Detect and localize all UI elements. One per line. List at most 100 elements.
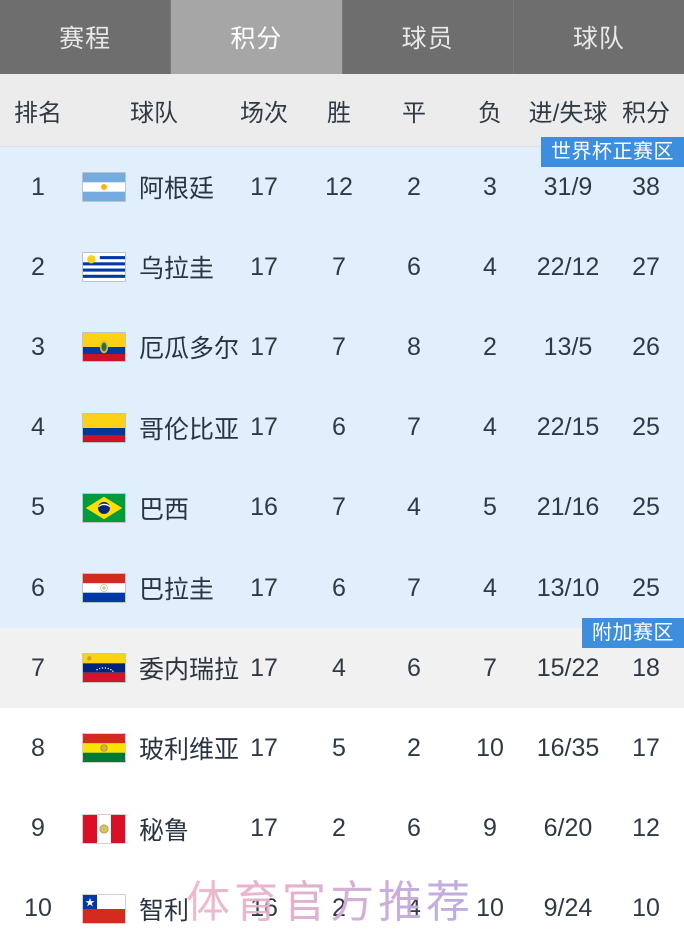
team-name: 智利 — [139, 896, 190, 925]
cell-team: 委内瑞拉 — [76, 650, 239, 686]
table-row[interactable]: 7 委内瑞拉 17 4 6 7 15/22 18 附加赛区 — [0, 618, 684, 709]
cell-team: 阿根廷 — [76, 169, 226, 205]
table-row[interactable]: 6 巴拉圭 17 6 7 4 13/10 25 — [0, 547, 684, 629]
cell-rank: 8 — [31, 733, 45, 762]
cell-win: 7 — [332, 493, 346, 522]
tab-label: 球队 — [572, 25, 625, 53]
team-name: 秘鲁 — [139, 816, 190, 845]
cell-win: 7 — [332, 252, 346, 281]
cell-points: 27 — [632, 252, 660, 281]
cell-win: 12 — [325, 172, 353, 201]
table-row[interactable]: 8 玻利维亚 17 5 2 10 16/35 17 — [0, 708, 684, 789]
cell-loss: 5 — [483, 493, 497, 522]
cell-loss: 4 — [483, 252, 497, 281]
standings-table-body: 1 阿根廷 17 12 2 3 31/9 38 世界杯正赛区 2 乌拉圭 17 7 6 4 22/12 27 3 厄… — [0, 137, 684, 949]
cell-played: 17 — [250, 573, 278, 602]
cell-rank: 5 — [31, 493, 45, 522]
table-row[interactable]: 4 哥伦比亚 17 6 7 4 22/15 25 — [0, 387, 684, 468]
flag-icon-colombia — [82, 412, 126, 443]
flag-icon-venezuela — [82, 653, 126, 684]
team-name: 委内瑞拉 — [139, 656, 240, 685]
cell-draw: 6 — [407, 252, 421, 281]
flag-icon-ecuador — [82, 332, 126, 363]
cell-goals: 13/5 — [543, 332, 593, 361]
table-row[interactable]: 10 智利 16 2 4 10 9/24 10 — [0, 868, 684, 949]
cell-played: 17 — [250, 332, 278, 361]
cell-goals: 22/15 — [536, 413, 600, 442]
cell-win: 2 — [332, 814, 346, 843]
cell-goals: 21/16 — [536, 493, 600, 522]
tab-schedule[interactable]: 赛程 — [0, 0, 172, 74]
team-name: 厄瓜多尔 — [139, 335, 240, 364]
cell-played: 17 — [250, 413, 278, 442]
cell-goals: 16/35 — [536, 733, 600, 762]
cell-draw: 4 — [407, 894, 421, 923]
cell-points: 12 — [632, 814, 660, 843]
cell-draw: 7 — [407, 413, 421, 442]
column-header-played: 场次 — [240, 99, 288, 127]
cell-played: 17 — [250, 814, 278, 843]
flag-icon-brazil — [82, 492, 126, 523]
standings-table-header: 排名 球队 场次 胜 平 负 进/失球 积分 — [0, 74, 684, 147]
flag-icon-peru — [82, 813, 126, 844]
cell-loss: 4 — [483, 573, 497, 602]
cell-draw: 8 — [407, 332, 421, 361]
tab-teams[interactable]: 球队 — [513, 0, 684, 74]
cell-team: 乌拉圭 — [76, 249, 226, 285]
table-row[interactable]: 3 厄瓜多尔 17 7 8 2 13/5 26 — [0, 307, 684, 388]
team-name: 乌拉圭 — [139, 255, 215, 284]
cell-played: 16 — [250, 493, 278, 522]
cell-goals: 22/12 — [536, 252, 600, 281]
flag-icon-argentina — [82, 172, 126, 203]
table-row[interactable]: 1 阿根廷 17 12 2 3 31/9 38 世界杯正赛区 — [0, 137, 684, 228]
cell-draw: 4 — [407, 493, 421, 522]
cell-played: 16 — [250, 894, 278, 923]
cell-win: 6 — [332, 413, 346, 442]
column-header-team: 球队 — [130, 99, 178, 127]
cell-goals: 9/24 — [543, 894, 593, 923]
team-name: 哥伦比亚 — [139, 415, 240, 444]
cell-points: 25 — [632, 493, 660, 522]
cell-draw: 6 — [407, 814, 421, 843]
tab-standings[interactable]: 积分 — [171, 0, 343, 74]
column-header-win: 胜 — [327, 99, 351, 127]
column-header-rank: 排名 — [14, 99, 62, 127]
team-name: 巴拉圭 — [139, 576, 215, 605]
cell-draw: 6 — [407, 653, 421, 682]
tab-players[interactable]: 球员 — [342, 0, 514, 74]
cell-played: 17 — [250, 252, 278, 281]
cell-points: 17 — [632, 733, 660, 762]
cell-loss: 10 — [476, 894, 504, 923]
cell-loss: 7 — [483, 653, 497, 682]
cell-team: 秘鲁 — [76, 811, 226, 847]
cell-rank: 9 — [31, 814, 45, 843]
cell-goals: 15/22 — [536, 653, 600, 682]
cell-team: 巴西 — [76, 490, 226, 526]
cell-rank: 2 — [31, 252, 45, 281]
cell-points: 25 — [632, 413, 660, 442]
column-header-draw: 平 — [402, 99, 426, 127]
cell-points: 18 — [632, 653, 660, 682]
cell-team: 玻利维亚 — [76, 730, 239, 766]
cell-loss: 9 — [483, 814, 497, 843]
team-name: 巴西 — [139, 495, 190, 524]
zone-badge: 附加赛区 — [582, 618, 684, 649]
cell-rank: 3 — [31, 332, 45, 361]
cell-points: 38 — [632, 172, 660, 201]
cell-played: 17 — [250, 733, 278, 762]
column-header-loss: 负 — [478, 99, 502, 127]
flag-icon-uruguay — [82, 252, 126, 283]
cell-win: 2 — [332, 894, 346, 923]
cell-goals: 6/20 — [543, 814, 593, 843]
cell-draw: 7 — [407, 573, 421, 602]
tab-label: 赛程 — [59, 25, 112, 53]
table-row[interactable]: 5 巴西 16 7 4 5 21/16 25 — [0, 467, 684, 548]
cell-win: 4 — [332, 653, 346, 682]
table-row[interactable]: 9 秘鲁 17 2 6 9 6/20 12 — [0, 788, 684, 869]
cell-rank: 7 — [31, 653, 45, 682]
cell-loss: 2 — [483, 332, 497, 361]
flag-icon-chile — [82, 893, 126, 924]
flag-icon-bolivia — [82, 733, 126, 764]
table-row[interactable]: 2 乌拉圭 17 7 6 4 22/12 27 — [0, 227, 684, 308]
cell-points: 25 — [632, 573, 660, 602]
